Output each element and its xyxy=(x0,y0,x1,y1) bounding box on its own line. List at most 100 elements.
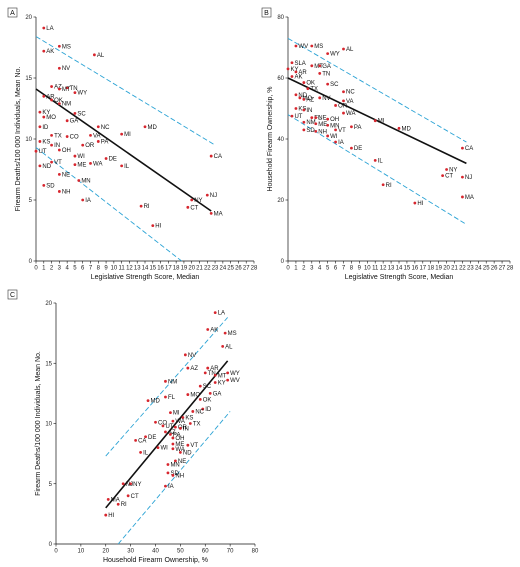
point-label: KY xyxy=(291,67,299,73)
data-point-mn xyxy=(166,463,170,466)
data-point-il xyxy=(120,164,124,168)
x-tick-label: 24 xyxy=(220,266,227,272)
data-point-nm xyxy=(302,120,306,124)
point-label: WI xyxy=(330,134,338,140)
data-point-ut xyxy=(161,424,165,428)
point-label: MO xyxy=(46,115,56,121)
data-point-pa xyxy=(169,432,172,436)
data-point-ar xyxy=(42,94,46,98)
x-tick-label: 25 xyxy=(227,266,234,272)
point-label: MS xyxy=(314,44,323,50)
point-label: WY xyxy=(230,371,240,377)
x-tick-label: 20 xyxy=(443,266,450,272)
point-label: AK xyxy=(294,74,302,80)
data-point-nd xyxy=(178,451,182,454)
point-label: MD xyxy=(151,399,161,405)
x-tick-label: 11 xyxy=(372,266,379,272)
point-label: WI xyxy=(77,154,85,160)
point-label: ID xyxy=(205,407,212,413)
x-tick-label: 19 xyxy=(181,266,188,272)
ci-upper-line xyxy=(105,317,228,457)
y-tick-label: 10 xyxy=(45,422,52,428)
data-point-oh xyxy=(171,436,175,440)
data-point-fl xyxy=(310,116,314,120)
data-point-oh xyxy=(57,148,61,152)
point-label: OH xyxy=(62,148,71,154)
y-tick-label: 40 xyxy=(277,137,284,143)
data-point-sd xyxy=(166,471,170,475)
point-label: HI xyxy=(417,201,423,207)
data-point-ri xyxy=(139,204,143,208)
data-point-nv xyxy=(183,353,187,357)
data-point-wv xyxy=(294,44,298,48)
point-label: IL xyxy=(124,164,130,170)
x-tick-label: 10 xyxy=(364,266,371,272)
point-label: ME xyxy=(318,122,327,128)
data-point-ak xyxy=(206,328,210,331)
point-label: AR xyxy=(298,70,307,76)
data-point-de xyxy=(144,435,147,439)
point-label: VT xyxy=(190,443,198,449)
data-point-nc xyxy=(342,90,345,94)
data-point-nv xyxy=(318,96,322,100)
point-label: MS xyxy=(62,44,71,50)
x-tick-label: 0 xyxy=(54,549,58,555)
point-label: UT xyxy=(39,149,47,155)
point-label: MN xyxy=(330,123,339,129)
data-point-ma xyxy=(461,195,464,199)
data-point-ak xyxy=(42,49,46,53)
regression-line xyxy=(105,360,229,509)
panel-a: A0 1 2 3 4 5 6 7 8 9 10 11 12 13 14 15 16 17 18 19 20 21 22 23 2… xyxy=(7,7,258,281)
x-tick-label: 23 xyxy=(467,266,474,272)
data-point-hi xyxy=(151,224,155,228)
data-point-or xyxy=(334,104,337,107)
data-point-in xyxy=(50,143,53,147)
x-tick-label: 3 xyxy=(58,266,62,272)
point-label: AL xyxy=(225,344,233,350)
point-label: MI xyxy=(124,132,131,138)
point-label: LA xyxy=(46,26,53,32)
data-point-de xyxy=(350,146,353,150)
data-point-ut xyxy=(290,114,294,118)
data-point-hi xyxy=(104,513,108,517)
point-label: MD xyxy=(402,126,412,132)
data-point-de xyxy=(104,157,108,160)
data-point-vt xyxy=(186,443,190,447)
data-point-ga xyxy=(208,391,212,395)
x-tick-label: 5 xyxy=(73,266,77,272)
data-point-vt xyxy=(334,128,337,132)
point-label: SC xyxy=(203,384,212,390)
x-axis-label: Household Firearm Ownership, % xyxy=(103,557,208,564)
x-tick-label: 2 xyxy=(302,266,306,272)
y-tick-label: 20 xyxy=(277,198,284,204)
y-tick-label: 15 xyxy=(45,361,52,367)
data-point-ny xyxy=(445,168,448,171)
data-point-co xyxy=(65,135,69,138)
point-label: MO xyxy=(302,96,312,102)
x-tick-label: 21 xyxy=(451,266,458,272)
panel-letter: B xyxy=(264,10,269,17)
x-tick-label: 28 xyxy=(251,266,258,272)
x-tick-label: 18 xyxy=(427,266,434,272)
point-label: TN xyxy=(208,371,216,377)
point-label: IL xyxy=(378,158,384,164)
x-tick-label: 1 xyxy=(42,266,46,272)
x-tick-label: 20 xyxy=(102,549,109,555)
data-point-nj xyxy=(121,482,125,486)
data-point-ok xyxy=(198,398,202,401)
x-tick-label: 12 xyxy=(380,266,387,272)
data-point-az xyxy=(186,366,190,370)
point-label: IN xyxy=(183,426,189,432)
point-label: AL xyxy=(97,53,105,59)
point-label: RI xyxy=(144,204,150,210)
data-point-ky xyxy=(286,67,290,71)
x-tick-label: 22 xyxy=(204,266,211,272)
point-label: OH xyxy=(330,117,339,123)
point-label: CO xyxy=(158,420,167,426)
x-tick-label: 27 xyxy=(243,266,250,272)
point-label: NY xyxy=(133,482,141,488)
point-label: SC xyxy=(330,82,339,88)
data-point-tx xyxy=(50,133,53,137)
data-point-ia xyxy=(164,484,167,488)
data-point-ma xyxy=(209,212,213,215)
